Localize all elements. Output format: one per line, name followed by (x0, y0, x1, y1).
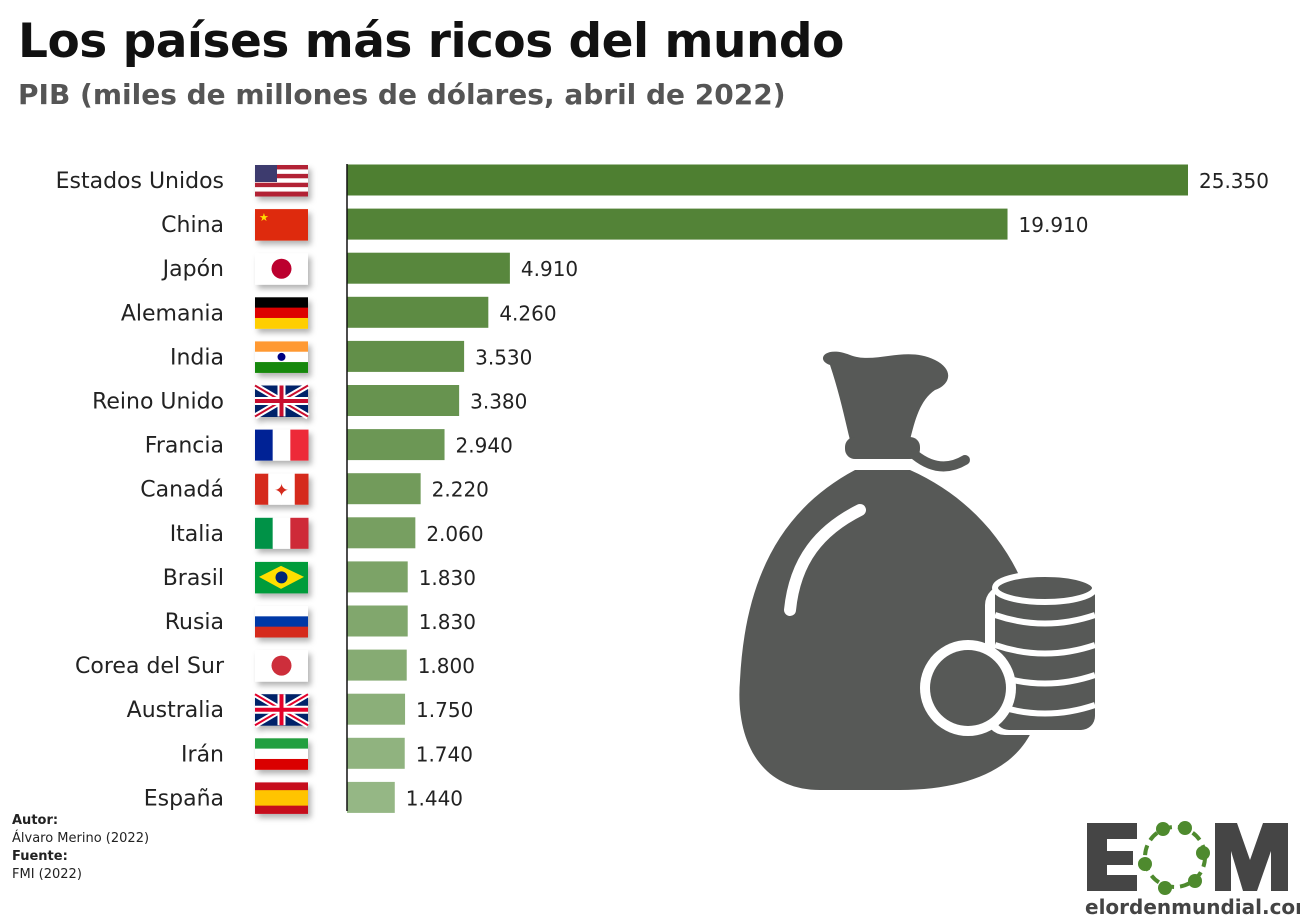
category-label: Francia (145, 434, 224, 459)
bar (347, 252, 510, 284)
category-label: Rusia (165, 610, 224, 635)
flag-icon (255, 782, 308, 814)
bar-row: China ★ 19.910 (161, 208, 1089, 241)
flag-icon (255, 650, 308, 682)
credits: Autor: Álvaro Merino (2022) Fuente: FMI … (12, 812, 149, 884)
bar-row: India 3.530 (170, 340, 532, 373)
category-label: India (170, 345, 224, 370)
category-label: Japón (161, 257, 224, 282)
bar-row: Rusia 1.830 (165, 605, 476, 638)
flag-icon (255, 297, 308, 329)
bar (347, 296, 489, 328)
bar-row: Francia 2.940 (145, 429, 513, 461)
category-label: Australia (127, 698, 224, 723)
bar (347, 561, 408, 593)
bar-row: Australia 1.750 (127, 691, 473, 728)
category-label: China (161, 213, 224, 238)
bar (347, 429, 445, 461)
category-label: Brasil (163, 566, 224, 591)
bar (347, 781, 395, 813)
bar (347, 517, 416, 549)
category-label: Alemania (121, 301, 224, 326)
flag-icon: ★ (255, 209, 308, 241)
source: FMI (2022) (12, 867, 82, 882)
value-label: 4.260 (499, 301, 556, 325)
bar-row: Irán 1.740 (181, 737, 473, 770)
chart-title: Los países más ricos del mundo (18, 14, 844, 69)
category-label: España (144, 786, 224, 811)
flag-icon (255, 429, 309, 461)
value-label: 1.740 (416, 742, 473, 766)
flag-icon (255, 561, 308, 594)
bar (347, 693, 406, 725)
bar (347, 605, 408, 637)
eom-logo-mark (1087, 821, 1288, 895)
eom-logo: elordenmundial.com (1085, 815, 1300, 919)
flag-icon (255, 738, 308, 770)
chart-subtitle: PIB (miles de millones de dólares, abril… (18, 78, 786, 111)
category-label: Irán (181, 742, 224, 767)
flag-icon (253, 691, 310, 728)
flag-icon (255, 253, 308, 285)
svg-text:★: ★ (259, 211, 269, 224)
bar (347, 340, 465, 372)
category-label: Canadá (140, 478, 224, 503)
value-label: 19.910 (1019, 213, 1089, 237)
source-label: Fuente: (12, 849, 68, 864)
author-label: Autor: (12, 813, 59, 828)
svg-text:✦: ✦ (274, 481, 289, 502)
value-label: 25.350 (1199, 169, 1269, 193)
bar-row: Canadá ✦ 2.220 (140, 473, 489, 505)
value-label: 2.220 (432, 478, 489, 502)
flag-icon (255, 517, 309, 549)
bar (347, 164, 1188, 196)
bar-row: Alemania 4.260 (121, 296, 557, 329)
category-label: Italia (170, 522, 224, 547)
bar-row: Japón 4.910 (161, 252, 578, 285)
value-label: 2.940 (456, 434, 513, 458)
bar-row: Brasil 1.830 (163, 561, 476, 594)
bar-row: Reino Unido 3.380 (92, 382, 527, 420)
value-label: 1.440 (406, 786, 463, 810)
flag-icon: ✦ (255, 473, 309, 505)
flag-icon (255, 341, 308, 373)
flag-icon (253, 382, 310, 420)
bar (347, 208, 1008, 240)
value-label: 3.380 (470, 390, 527, 414)
bar-row: Estados Unidos 25.350 (56, 164, 1269, 197)
bar-row: España 1.440 (144, 781, 463, 814)
value-label: 1.750 (416, 698, 473, 722)
logo-url: elordenmundial.com (1085, 895, 1300, 919)
flag-icon (255, 165, 308, 197)
value-label: 2.060 (426, 522, 483, 546)
bar (347, 649, 407, 681)
author: Álvaro Merino (2022) (12, 831, 150, 846)
bar-row: Italia 2.060 (170, 517, 484, 549)
value-label: 1.830 (419, 566, 476, 590)
value-label: 4.910 (521, 257, 578, 281)
bar (347, 473, 421, 505)
category-label: Estados Unidos (56, 169, 224, 194)
value-label: 3.530 (475, 345, 532, 369)
category-label: Reino Unido (92, 390, 224, 415)
bar-row: Corea del Sur 1.800 (75, 649, 475, 682)
flag-icon (255, 606, 308, 638)
money-bag-coins-icon (739, 351, 1105, 790)
bar (347, 385, 460, 416)
value-label: 1.800 (418, 654, 475, 678)
bar (347, 737, 405, 769)
category-label: Corea del Sur (75, 654, 225, 679)
value-label: 1.830 (419, 610, 476, 634)
